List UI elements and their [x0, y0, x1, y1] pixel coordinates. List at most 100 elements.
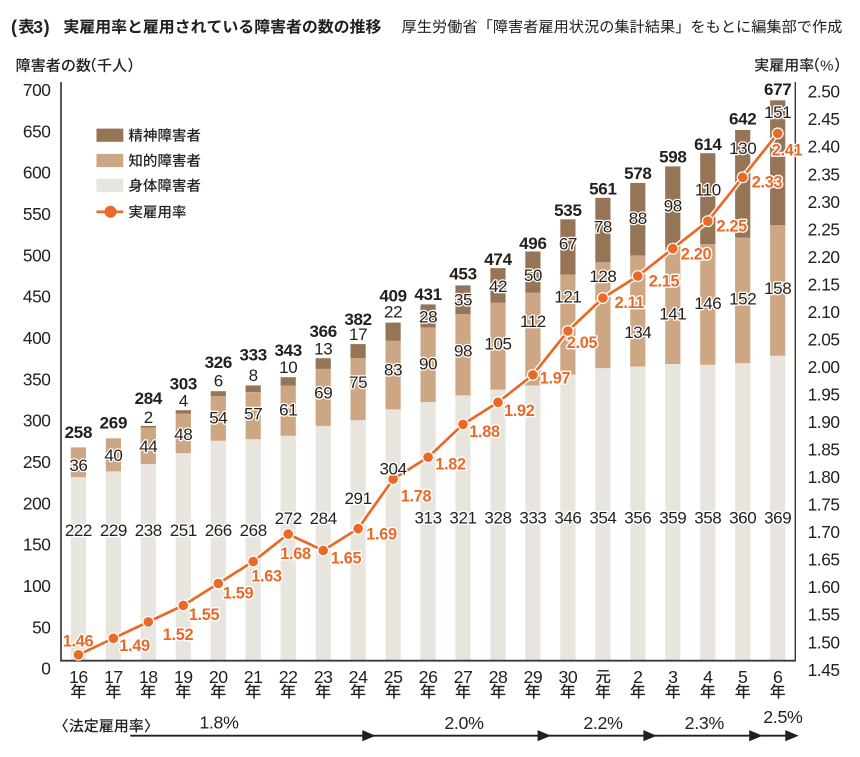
svg-text:1.85: 1.85 — [808, 440, 840, 460]
svg-text:238: 238 — [135, 521, 162, 540]
svg-text:328: 328 — [484, 509, 511, 528]
svg-text:48: 48 — [174, 425, 192, 444]
svg-text:67: 67 — [559, 235, 577, 254]
svg-text:152: 152 — [729, 290, 756, 309]
svg-text:1.46: 1.46 — [63, 632, 94, 650]
svg-text:550: 550 — [23, 204, 51, 224]
svg-text:0: 0 — [41, 659, 50, 679]
svg-text:400: 400 — [23, 328, 51, 348]
svg-text:21: 21 — [244, 667, 263, 687]
svg-text:350: 350 — [23, 369, 51, 389]
svg-text:409: 409 — [379, 287, 406, 306]
svg-text:100: 100 — [23, 576, 51, 596]
svg-text:450: 450 — [23, 287, 51, 307]
svg-text:369: 369 — [764, 509, 791, 528]
svg-text:284: 284 — [135, 389, 163, 408]
svg-text:36: 36 — [69, 456, 87, 475]
svg-text:13: 13 — [314, 340, 332, 359]
svg-text:29: 29 — [523, 667, 542, 687]
svg-text:358: 358 — [694, 509, 721, 528]
svg-text:134: 134 — [624, 323, 651, 342]
svg-text:2.05: 2.05 — [808, 329, 840, 349]
svg-text:2.2%: 2.2% — [583, 713, 623, 733]
svg-text:6: 6 — [773, 667, 783, 687]
svg-text:2.0%: 2.0% — [444, 713, 484, 733]
svg-text:2.15: 2.15 — [649, 272, 680, 290]
svg-text:600: 600 — [23, 163, 51, 183]
svg-text:18: 18 — [139, 667, 158, 687]
svg-text:141: 141 — [659, 305, 686, 324]
svg-text:6: 6 — [214, 371, 223, 390]
svg-text:1.55: 1.55 — [808, 605, 840, 625]
svg-text:382: 382 — [344, 310, 371, 329]
svg-text:2.3%: 2.3% — [685, 713, 725, 733]
svg-text:83: 83 — [384, 361, 402, 380]
svg-text:4: 4 — [179, 392, 188, 411]
svg-text:1.65: 1.65 — [331, 549, 362, 567]
svg-text:343: 343 — [274, 341, 301, 360]
svg-text:2.00: 2.00 — [808, 357, 840, 377]
svg-text:2.41: 2.41 — [772, 142, 803, 160]
svg-text:1.59: 1.59 — [223, 584, 254, 602]
svg-text:251: 251 — [170, 521, 197, 540]
svg-text:28: 28 — [419, 308, 437, 327]
svg-text:2.45: 2.45 — [808, 109, 840, 129]
svg-text:333: 333 — [519, 509, 546, 528]
svg-text:326: 326 — [205, 353, 232, 372]
svg-text:2.20: 2.20 — [681, 245, 712, 263]
svg-text:284: 284 — [310, 509, 337, 528]
svg-text:360: 360 — [729, 509, 756, 528]
svg-text:431: 431 — [414, 285, 441, 304]
svg-text:88: 88 — [629, 209, 647, 228]
svg-text:146: 146 — [694, 294, 721, 313]
svg-text:313: 313 — [415, 509, 442, 528]
svg-text:1.63: 1.63 — [251, 567, 282, 585]
svg-text:561: 561 — [589, 180, 616, 199]
svg-text:20: 20 — [209, 667, 228, 687]
svg-text:1.90: 1.90 — [808, 412, 840, 432]
svg-text:250: 250 — [23, 452, 51, 472]
svg-text:272: 272 — [275, 509, 302, 528]
svg-text:2.40: 2.40 — [808, 137, 840, 157]
svg-text:359: 359 — [659, 509, 686, 528]
svg-text:300: 300 — [23, 411, 51, 431]
svg-text:1.88: 1.88 — [469, 423, 500, 441]
svg-text:2.35: 2.35 — [808, 164, 840, 184]
svg-text:3: 3 — [668, 667, 678, 687]
svg-text:98: 98 — [664, 197, 682, 216]
svg-text:677: 677 — [764, 80, 791, 99]
svg-text:110: 110 — [695, 181, 721, 200]
svg-text:200: 200 — [23, 493, 51, 513]
svg-text:356: 356 — [624, 509, 651, 528]
svg-text:150: 150 — [23, 535, 51, 555]
svg-text:78: 78 — [594, 218, 612, 237]
svg-text:269: 269 — [100, 414, 127, 433]
svg-text:453: 453 — [449, 265, 476, 284]
svg-text:16: 16 — [69, 667, 88, 687]
svg-text:130: 130 — [729, 139, 756, 158]
svg-text:158: 158 — [764, 279, 791, 298]
svg-text:258: 258 — [65, 423, 92, 442]
svg-text:22: 22 — [279, 667, 298, 687]
svg-text:366: 366 — [309, 322, 336, 341]
svg-text:35: 35 — [454, 291, 472, 310]
svg-text:61: 61 — [279, 401, 297, 420]
svg-text:304: 304 — [380, 460, 407, 479]
svg-text:27: 27 — [454, 667, 473, 687]
svg-text:642: 642 — [729, 110, 756, 129]
svg-text:2.11: 2.11 — [615, 294, 645, 312]
svg-text:1.52: 1.52 — [163, 626, 194, 644]
svg-text:500: 500 — [23, 245, 51, 265]
svg-text:69: 69 — [314, 384, 332, 403]
svg-text:700: 700 — [23, 80, 51, 100]
svg-text:50: 50 — [32, 617, 50, 637]
svg-text:1.8%: 1.8% — [199, 712, 239, 732]
svg-text:2.05: 2.05 — [567, 334, 598, 352]
svg-text:90: 90 — [419, 354, 437, 373]
svg-text:303: 303 — [170, 374, 197, 393]
svg-text:1.50: 1.50 — [808, 632, 840, 652]
svg-text:1.97: 1.97 — [540, 369, 571, 387]
svg-text:40: 40 — [104, 446, 122, 465]
svg-text:578: 578 — [624, 164, 651, 183]
svg-text:333: 333 — [239, 346, 266, 365]
